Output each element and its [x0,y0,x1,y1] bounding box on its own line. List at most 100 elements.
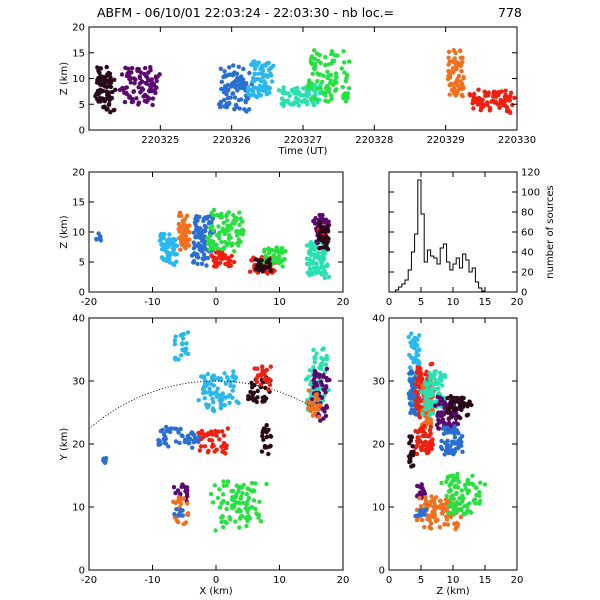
source-point [326,62,331,67]
source-point [172,252,177,257]
source-point [211,228,216,233]
source-point [258,373,264,378]
source-point [455,524,460,529]
source-point [109,95,115,101]
source-point [98,238,104,243]
source-point [108,80,114,85]
source-point [248,269,253,274]
source-point [320,235,325,240]
source-point [171,247,177,252]
source-point [420,411,425,416]
x-tick-label: 20 [511,575,524,586]
source-point [191,230,197,235]
x-tick-label: 20 [337,575,350,586]
source-point [276,88,282,93]
source-point [313,380,319,386]
cluster-1 [157,231,180,268]
source-point [431,508,437,514]
source-point [322,275,327,281]
source-point [226,210,231,215]
source-point [417,490,423,495]
source-point [485,102,490,108]
source-point [308,56,314,61]
source-point [231,63,236,68]
source-point [213,528,218,533]
source-point [253,506,258,512]
source-point [211,391,216,396]
source-point [219,519,224,525]
source-point [308,241,313,246]
source-point [321,248,326,253]
source-point [422,391,428,397]
source-point [144,81,150,87]
cluster-13 [439,471,488,517]
source-point [421,510,426,515]
source-point [232,107,237,112]
source-point [138,90,143,95]
source-point [162,231,167,237]
source-point [454,66,459,72]
y-tick-label: 0 [521,288,527,299]
source-point [428,417,433,422]
source-point [264,270,269,275]
y-tick-label: 20 [72,23,85,34]
cluster-12 [413,507,429,519]
source-point [209,429,214,434]
source-point [307,249,313,254]
y-tick-label: 30 [72,377,85,388]
source-point [201,218,206,224]
source-point [318,255,323,260]
source-point [450,66,456,71]
source-point [499,89,504,94]
source-point [275,258,281,264]
source-point [209,210,214,216]
source-point [326,99,331,104]
source-point [264,61,269,66]
source-point [452,56,457,61]
cluster-8 [438,424,465,457]
source-point [260,364,265,369]
source-point [190,445,195,450]
scatter-points [406,331,488,532]
source-point [323,93,328,98]
source-point [440,511,445,516]
source-point [323,390,328,395]
source-point [439,438,444,444]
source-point [184,223,189,229]
source-point [448,400,453,406]
source-point [427,525,432,530]
source-point [426,406,431,411]
source-point [472,91,477,97]
source-point [210,444,215,449]
source-point [154,85,159,90]
source-point [325,69,330,74]
source-point [452,477,458,482]
source-point [219,211,224,216]
source-point [324,234,329,239]
source-point [254,379,260,385]
source-point [103,96,108,102]
source-point [329,52,334,57]
source-point [300,93,305,98]
source-point [180,433,185,439]
source-point [280,250,285,255]
source-point [451,60,456,65]
source-point [237,525,242,530]
source-point [264,423,269,428]
source-point [217,437,222,442]
source-point [263,88,268,93]
source-point [249,480,255,486]
source-point [108,75,113,80]
source-point [309,397,315,402]
source-point [252,59,257,64]
cluster-4 [205,207,246,254]
source-point [305,102,310,107]
source-point [176,430,181,435]
source-point [172,512,177,517]
source-point [222,402,227,408]
source-point [301,86,306,91]
source-point [231,369,236,374]
x-tick-label: 15 [479,297,492,308]
source-point [316,236,322,241]
source-point [433,378,438,383]
